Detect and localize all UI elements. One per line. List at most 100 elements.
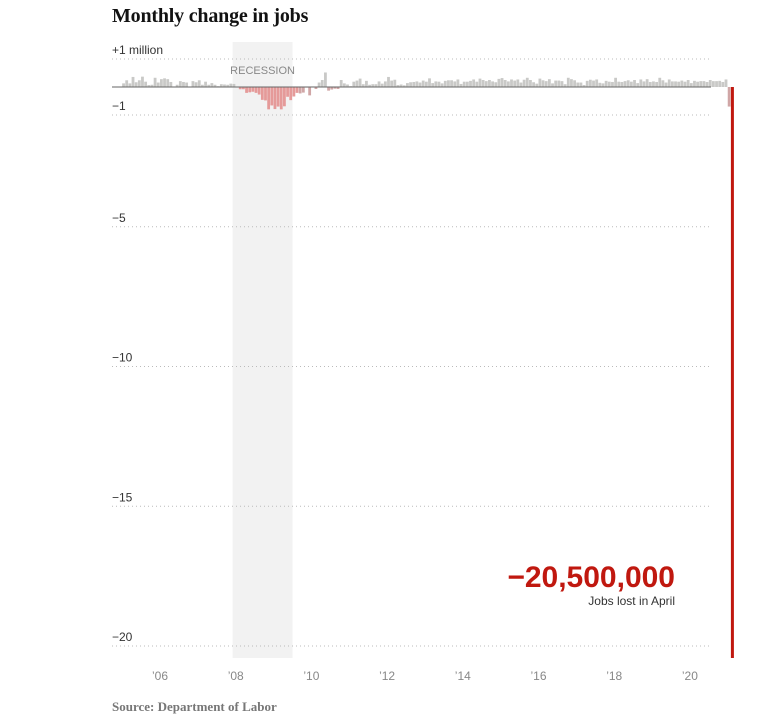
bar xyxy=(175,84,179,87)
bar xyxy=(396,85,400,87)
bar xyxy=(428,78,431,87)
bar xyxy=(194,82,198,87)
bar xyxy=(724,79,728,87)
bar xyxy=(689,83,693,87)
bar xyxy=(636,83,640,87)
bar xyxy=(437,81,441,87)
bar xyxy=(409,82,412,87)
bar xyxy=(251,87,255,92)
bar xyxy=(273,87,277,110)
bar xyxy=(478,78,482,87)
bar xyxy=(342,83,346,87)
bar xyxy=(308,87,312,96)
y-tick-label: −20 xyxy=(112,630,133,644)
y-tick-label: +1 million xyxy=(112,43,163,57)
bar xyxy=(642,81,646,87)
bar xyxy=(443,80,447,87)
bar xyxy=(554,80,558,87)
bar xyxy=(182,81,185,87)
bar xyxy=(434,81,438,87)
bar xyxy=(147,85,151,87)
y-tick-label: −15 xyxy=(112,490,133,504)
bar xyxy=(320,80,324,87)
axis-layer: ’06 ’08 ’10 ’12 ’14 ’16 ’18 ’20 xyxy=(112,86,711,683)
bar xyxy=(163,78,166,87)
bar xyxy=(352,81,356,87)
bar xyxy=(257,87,261,95)
bar xyxy=(248,87,252,93)
bar xyxy=(421,80,425,87)
bar xyxy=(185,82,189,87)
bar xyxy=(166,79,170,87)
bar xyxy=(279,87,283,110)
bar xyxy=(333,87,337,89)
bar xyxy=(339,80,343,87)
bar xyxy=(547,79,551,87)
bar xyxy=(652,81,655,87)
x-tick-label: ’16 xyxy=(530,669,546,683)
bar xyxy=(298,87,302,94)
bar xyxy=(544,81,548,87)
x-tick-label: ’06 xyxy=(152,669,168,683)
bar xyxy=(598,82,602,87)
bar xyxy=(223,84,226,87)
chart-title: Monthly change in jobs xyxy=(112,5,309,27)
bar xyxy=(592,80,595,87)
bar xyxy=(324,72,327,87)
bar xyxy=(276,87,280,107)
bar xyxy=(604,80,608,87)
bar xyxy=(365,80,368,87)
bar xyxy=(633,80,636,87)
x-tick-label: ’12 xyxy=(379,669,395,683)
bar xyxy=(131,76,135,87)
bar xyxy=(629,81,633,87)
bar xyxy=(295,87,299,93)
bar xyxy=(191,81,195,87)
bar xyxy=(207,84,211,87)
bar xyxy=(462,81,466,87)
bar xyxy=(245,87,248,93)
bar xyxy=(125,80,129,87)
bar xyxy=(655,81,658,87)
bar xyxy=(150,84,154,87)
bar xyxy=(368,84,371,87)
source-note: Source: Department of Labor xyxy=(112,699,277,714)
bar xyxy=(267,87,271,110)
bar xyxy=(541,80,545,87)
bar xyxy=(286,87,289,97)
bar xyxy=(431,83,435,87)
bar xyxy=(283,87,286,107)
bar xyxy=(160,79,163,87)
bar xyxy=(450,80,453,87)
bar xyxy=(415,81,419,87)
bar xyxy=(674,81,677,87)
bar xyxy=(585,80,589,87)
bar xyxy=(238,87,242,90)
recession-band xyxy=(232,42,293,658)
bar xyxy=(122,83,125,87)
bar xyxy=(201,84,204,87)
bar xyxy=(693,80,696,87)
bar xyxy=(197,80,201,87)
bar xyxy=(469,80,472,87)
bar xyxy=(708,80,712,87)
bar xyxy=(440,83,444,87)
bar xyxy=(453,81,457,87)
bar xyxy=(355,80,359,87)
bar xyxy=(406,83,409,87)
bar xyxy=(128,83,132,87)
bar xyxy=(715,81,718,87)
bar xyxy=(301,87,305,93)
bar xyxy=(686,80,690,87)
x-tick-label: ’08 xyxy=(228,669,244,683)
bar xyxy=(169,81,173,87)
bar xyxy=(648,81,652,87)
bar xyxy=(522,79,526,87)
bar xyxy=(153,77,157,87)
bar xyxy=(607,81,611,87)
bar xyxy=(570,79,573,87)
bar xyxy=(402,85,406,87)
bar xyxy=(141,76,144,87)
bar xyxy=(330,87,334,90)
bar xyxy=(500,78,504,87)
